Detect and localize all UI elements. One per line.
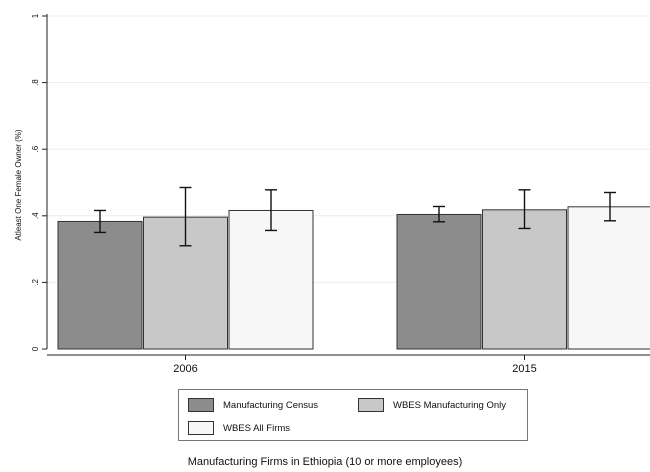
legend-label: WBES All Firms xyxy=(223,422,291,434)
bar xyxy=(567,206,650,350)
y-tick-label: 1 xyxy=(31,13,40,18)
legend-label: Manufacturing Census xyxy=(223,399,319,411)
x-axis-label: Manufacturing Firms in Ethiopia (10 or m… xyxy=(187,456,463,468)
legend-swatch xyxy=(358,398,384,412)
y-tick-label: .8 xyxy=(31,79,40,86)
y-tick-label: 0 xyxy=(31,346,40,351)
y-tick-label: .2 xyxy=(31,279,40,286)
x-tick-label: 2015 xyxy=(512,363,536,375)
legend-item-wbes-manufacturing-only: WBES Manufacturing Only xyxy=(358,398,506,412)
legend-label: WBES Manufacturing Only xyxy=(393,399,506,411)
legend: Manufacturing Census WBES Manufacturing … xyxy=(178,389,528,441)
bar xyxy=(228,209,314,350)
bars xyxy=(57,206,650,350)
y-tick-label: .4 xyxy=(31,212,40,219)
bar xyxy=(143,216,228,350)
x-tick-label: 2006 xyxy=(173,363,197,375)
legend-item-manufacturing-census: Manufacturing Census xyxy=(188,398,318,412)
legend-swatch xyxy=(188,421,214,435)
bar xyxy=(482,209,567,350)
bar xyxy=(57,220,143,350)
y-axis-label: Atleast One Female Owner (%) xyxy=(14,129,23,240)
legend-item-wbes-all-firms: WBES All Firms xyxy=(188,421,290,435)
bar xyxy=(396,213,482,350)
error-bars xyxy=(94,186,616,247)
legend-swatch xyxy=(188,398,214,412)
axes: 0 .2 .4 .6 .8 1 2006 2015 xyxy=(31,13,650,375)
y-tick-label: .6 xyxy=(31,145,40,152)
